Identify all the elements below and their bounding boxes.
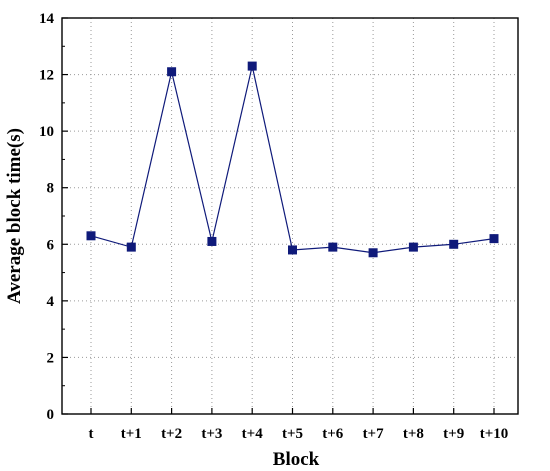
y-tick-label: 8 [47,181,55,197]
y-tick-label: 4 [47,294,55,310]
y-tick-label: 6 [47,237,55,253]
x-tick-label: t+8 [403,426,424,442]
x-tick-label: t+10 [480,426,509,442]
data-point-marker [489,234,499,244]
plot-frame [61,17,519,415]
tick-labels: 0 2 4 6 8 10 12 14 t t+1 t+2 t+3 t+4 t+5 t+6 t+7 t+8 t+9 t… [39,11,508,442]
x-tick-label: t [89,426,94,442]
data-point-marker [449,239,459,249]
y-tick-label: 0 [47,407,55,423]
y-tick-label: 10 [39,124,54,140]
data-point-marker [126,242,136,252]
x-tick-label: t+2 [161,426,182,442]
x-tick-label: t+5 [282,426,303,442]
x-tick-label: t+1 [121,426,142,442]
data-point-marker [247,61,257,71]
data-point-marker [86,231,96,241]
x-tick-label: t+7 [363,426,385,442]
data-point-marker [408,242,418,252]
data-series [86,61,499,258]
data-point-marker [368,248,378,258]
x-axis-title: Block [273,449,320,470]
x-tick-label: t+6 [322,426,344,442]
data-point-marker [207,236,217,246]
axes [61,17,519,415]
y-tick-label: 14 [39,11,55,27]
x-tick-label: t+9 [443,426,464,442]
x-tick-label: t+3 [201,426,222,442]
data-point-marker [288,245,297,255]
y-tick-label: 12 [39,68,54,84]
y-tick-label: 2 [47,350,55,366]
y-axis-title: Average block time(s) [4,128,25,304]
x-tick-label: t+4 [242,426,264,442]
data-point-marker [328,242,338,252]
data-point-marker [167,67,177,77]
grid-lines [62,18,518,414]
